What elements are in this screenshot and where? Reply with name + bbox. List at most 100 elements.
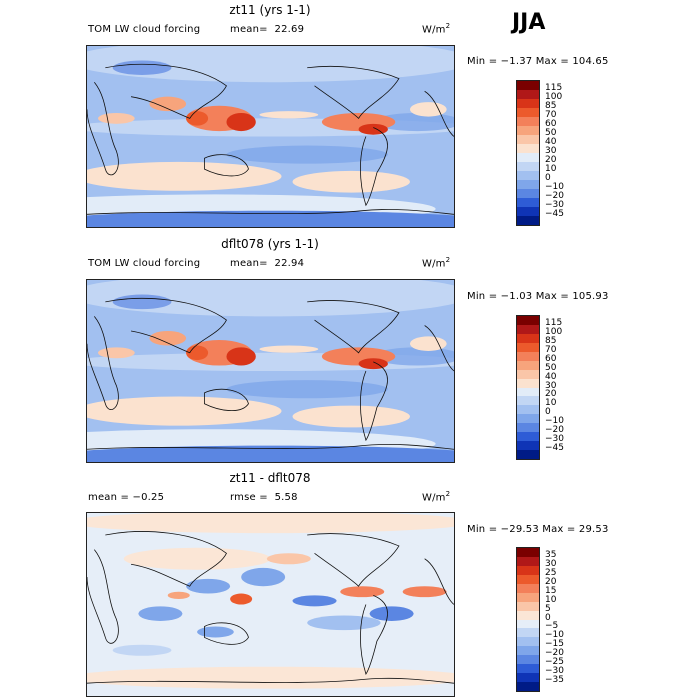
coastline <box>87 316 119 410</box>
contour-region <box>226 380 388 399</box>
colorbar-tick-label: −45 <box>545 209 564 219</box>
contour-region <box>87 280 454 317</box>
coastline <box>105 298 227 354</box>
coastline <box>87 677 454 684</box>
colorbar-tick-label: 0 <box>545 173 551 183</box>
colorbar-swatch <box>517 126 539 135</box>
colorbar-tick-label: 30 <box>545 558 557 569</box>
colorbar-tick-label: −20 <box>545 425 564 436</box>
coastline <box>105 531 227 587</box>
contour-region <box>226 112 256 132</box>
contour-region <box>138 606 183 621</box>
colorbar-tick-label: −25 <box>545 657 564 668</box>
colorbar-swatch <box>517 90 539 99</box>
colorbar-swatch <box>517 682 539 691</box>
coastline <box>360 127 388 207</box>
colorbar-swatch <box>517 351 539 361</box>
contour-region <box>167 591 190 600</box>
panel-1-colorbar <box>516 80 540 226</box>
colorbar-swatch <box>517 189 539 198</box>
colorbar-swatch <box>517 144 539 153</box>
colorbar-tick-label: 10 <box>545 398 557 409</box>
colorbar-swatch <box>517 414 539 424</box>
coastline <box>307 66 400 120</box>
panel-3-title: zt11 - dflt078 <box>229 471 311 485</box>
colorbar-tick-label: 0 <box>545 612 551 623</box>
coastline <box>87 81 119 176</box>
colorbar-swatch <box>517 423 539 433</box>
contour-region <box>149 330 187 346</box>
colorbar-swatch <box>517 574 539 584</box>
contour-region <box>197 626 234 638</box>
colorbar-tick-label: −10 <box>545 630 564 641</box>
colorbar-tick-label: 85 <box>545 101 557 111</box>
contour-region <box>409 336 447 351</box>
colorbar-swatch <box>517 655 539 665</box>
panel-2-left-label: TOM LW cloud forcing <box>88 258 201 269</box>
contour-region <box>87 161 282 191</box>
colorbar-swatch <box>517 324 539 334</box>
colorbar-swatch <box>517 333 539 343</box>
colorbar-swatch <box>517 207 539 216</box>
contour-region <box>123 547 271 570</box>
colorbar-swatch <box>517 342 539 352</box>
contour-region <box>402 586 447 598</box>
map-svg <box>87 513 454 696</box>
contour-region <box>307 615 381 631</box>
contour-region <box>149 96 187 112</box>
colorbar-tick-label: 15 <box>545 585 557 596</box>
coastline <box>360 594 388 675</box>
panel-3-stat: rmse = 5.58 <box>230 492 298 503</box>
colorbar-swatch <box>517 387 539 397</box>
coastline <box>105 63 227 119</box>
contour-region <box>358 123 388 135</box>
colorbar-swatch <box>517 171 539 180</box>
colorbar-swatch <box>517 405 539 415</box>
panel-3-units: W/m2 <box>422 490 451 504</box>
contour-region <box>292 170 410 193</box>
colorbar-tick-label: −45 <box>545 443 564 454</box>
colorbar-swatch <box>517 81 539 90</box>
panel-1-title: zt11 (yrs 1-1) <box>229 3 311 17</box>
colorbar-tick-label: 5 <box>545 603 551 614</box>
contour-region <box>373 112 454 132</box>
colorbar-tick-label: 20 <box>545 155 557 165</box>
contour-region <box>340 586 385 598</box>
colorbar-tick-label: 30 <box>545 146 557 156</box>
colorbar-tick-label: 25 <box>545 567 557 578</box>
colorbar-tick-label: 35 <box>545 549 557 560</box>
coastline <box>87 444 454 450</box>
contour-region <box>373 347 454 366</box>
colorbar-tick-label: 115 <box>545 317 563 328</box>
contour-region <box>241 567 286 587</box>
contour-region <box>87 445 454 462</box>
contour-region <box>409 102 447 117</box>
colorbar-tick-label: −35 <box>545 675 564 686</box>
panel-2-units: W/m2 <box>422 256 451 270</box>
contour-region <box>292 595 337 607</box>
colorbar-tick-label: 50 <box>545 362 557 373</box>
colorbar-swatch <box>517 583 539 593</box>
colorbar-swatch <box>517 664 539 674</box>
contour-region <box>226 145 388 164</box>
colorbar-tick-label: 115 <box>545 83 563 93</box>
colorbar-tick-label: −10 <box>545 416 564 427</box>
colorbar-swatch <box>517 441 539 451</box>
colorbar-tick-label: 100 <box>545 92 563 102</box>
colorbar-tick-label: 40 <box>545 371 557 382</box>
coastline <box>204 388 249 411</box>
contour-region <box>259 111 319 119</box>
contour-region <box>292 405 410 428</box>
colorbar-tick-label: −20 <box>545 648 564 659</box>
panel-3-colorbar <box>516 547 540 692</box>
panel-2-colorbar <box>516 315 540 460</box>
colorbar-tick-label: 0 <box>545 407 551 418</box>
panel-1-map <box>86 45 455 228</box>
colorbar-tick-label: 70 <box>545 110 557 120</box>
colorbar-swatch <box>517 646 539 656</box>
colorbar-swatch <box>517 162 539 171</box>
colorbar-swatch <box>517 548 539 557</box>
colorbar-tick-label: 60 <box>545 119 557 129</box>
panel-1-units: W/m2 <box>422 22 451 36</box>
coastline <box>360 361 388 442</box>
